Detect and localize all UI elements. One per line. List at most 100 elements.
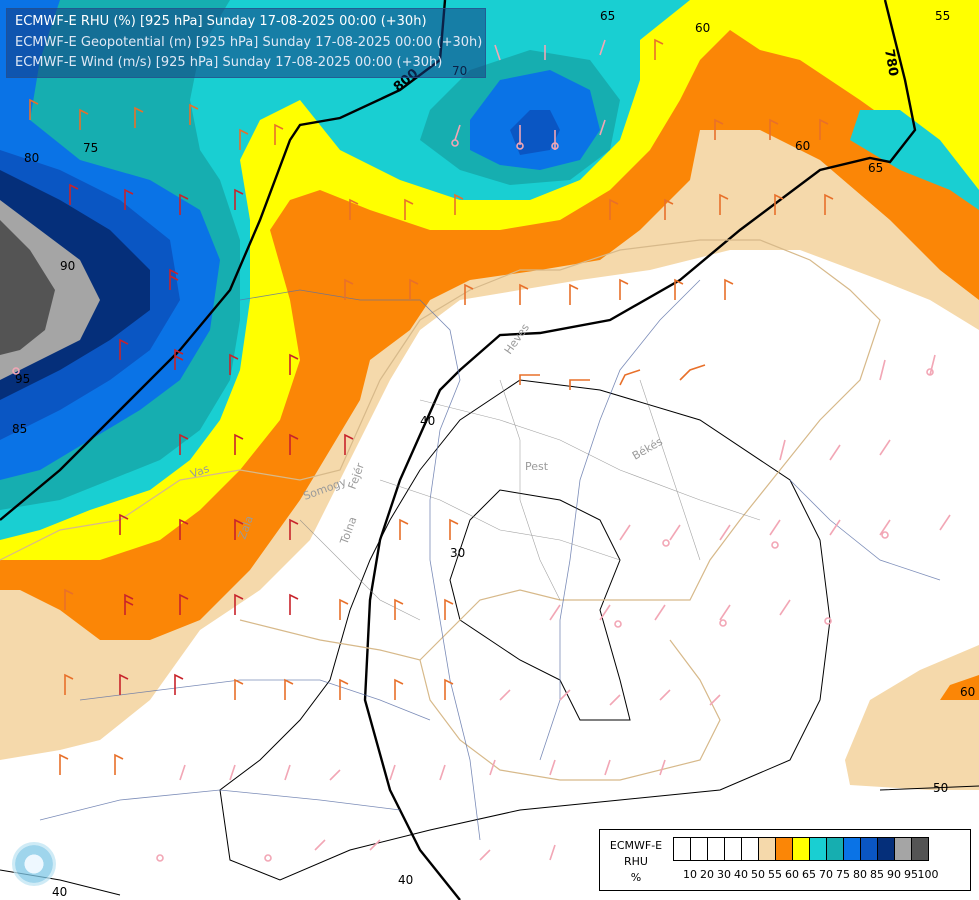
rhu-fill-layer	[0, 0, 979, 790]
wind-barb	[479, 849, 491, 861]
wind-barb	[234, 433, 244, 455]
wind-barb	[234, 678, 244, 700]
contour-label: 40	[420, 414, 435, 428]
rivers	[39, 279, 941, 841]
wind-barb	[69, 183, 79, 205]
legend-swatch	[912, 837, 929, 861]
calm-marker	[824, 617, 832, 625]
wind-barb	[189, 103, 199, 125]
legend-tick-label: 60	[785, 868, 799, 881]
contour-label: 80	[24, 151, 39, 165]
contour-label: 60	[795, 139, 810, 153]
wind-barb	[179, 593, 189, 615]
wind-barb	[549, 604, 561, 621]
calm-marker	[662, 539, 670, 547]
legend-tick-label: 55	[768, 868, 782, 881]
legend-tick-label: 65	[802, 868, 816, 881]
rhu-contour-40-a	[219, 379, 831, 881]
wind-barb	[679, 364, 706, 381]
wind-barb	[289, 518, 299, 540]
wind-barb	[64, 673, 74, 695]
wind-barb	[274, 123, 284, 145]
wind-barb	[124, 593, 134, 615]
legend-swatch	[844, 837, 861, 861]
rhu-contour-50	[879, 785, 979, 791]
river-east	[789, 479, 941, 581]
region-borders	[299, 379, 761, 621]
calm-marker	[614, 620, 622, 628]
wind-barb	[824, 193, 834, 215]
wind-barbs	[12, 38, 951, 862]
contour-label: 90	[60, 259, 75, 273]
legend-title: ECMWF-E RHU %	[604, 838, 668, 886]
wind-barb	[569, 379, 590, 390]
provider-logo-icon	[12, 842, 56, 886]
wind-barb	[819, 118, 829, 140]
wind-barb	[289, 353, 299, 375]
calm-marker	[12, 367, 20, 375]
region-label-heves: Heves	[502, 321, 532, 357]
wind-barb	[229, 764, 236, 781]
calm-marker	[156, 854, 164, 862]
wind-barb	[339, 678, 349, 700]
wind-barb	[654, 38, 664, 60]
wind-barb	[179, 518, 189, 540]
wind-barb-group-ne	[609, 38, 834, 220]
wind-barb	[179, 193, 189, 215]
legend-tick-label: 20	[700, 868, 714, 881]
legend-title-variable: RHU	[624, 855, 648, 868]
legend-swatch	[861, 837, 878, 861]
legend-swatch	[691, 837, 708, 861]
wind-barb	[549, 759, 556, 776]
wind-barb	[119, 338, 129, 360]
wind-barb	[394, 598, 404, 620]
legend-title-unit: %	[630, 871, 642, 884]
wind-barb	[779, 439, 786, 461]
wind-barb	[464, 283, 474, 305]
calm-marker	[516, 142, 524, 150]
wind-barb	[339, 598, 349, 620]
contour-label: 95	[15, 372, 30, 386]
color-legend: ECMWF-E RHU % 10 20 30 40 50 55 60 65 70 75 80 85 90…	[599, 829, 971, 891]
legend-tick-label: 70	[819, 868, 833, 881]
wind-barb	[404, 198, 414, 220]
wind-barb	[769, 118, 779, 140]
borders	[0, 239, 881, 781]
legend-tick-label: 90	[887, 868, 901, 881]
wind-barb	[369, 839, 381, 851]
geopotential-800	[0, 0, 447, 521]
wind-barb	[499, 689, 511, 701]
legend-swatch	[742, 837, 759, 861]
rhu-band-60-se	[940, 675, 979, 700]
contour-label: 50	[933, 781, 948, 795]
wind-barb	[669, 524, 681, 541]
wind-barb	[774, 193, 784, 215]
county-border-5	[299, 519, 421, 621]
wind-barb-group-light	[179, 39, 951, 861]
wind-barb	[489, 759, 496, 776]
rhu-band-55-se	[845, 645, 979, 790]
legend-title-model: ECMWF-E	[609, 839, 663, 852]
wind-barb	[599, 119, 606, 136]
wind-barb	[454, 124, 461, 141]
country-border-south	[419, 639, 721, 781]
wind-barb	[829, 519, 841, 536]
region-label-fejer: Fejér	[346, 461, 368, 491]
wind-barb	[829, 444, 841, 461]
wind-barb	[59, 753, 69, 775]
wind-barb	[344, 278, 354, 300]
title-rhu: ECMWF-E RHU (%) [925 hPa] Sunday 17-08-2…	[15, 14, 427, 29]
calm-markers	[12, 139, 934, 862]
legend-swatches	[673, 837, 929, 861]
legend-tick-label: 50	[751, 868, 765, 881]
wind-barb	[119, 673, 129, 695]
wind-barb	[179, 764, 186, 781]
title-geopotential: ECMWF-E Geopotential (m) [925 hPa] Sunda…	[15, 35, 483, 50]
geopotential-label-780: 780	[881, 48, 900, 77]
region-label-bekes: Békés	[630, 435, 665, 463]
wind-barb	[779, 599, 791, 616]
calm-marker	[551, 142, 559, 150]
legend-tick-label: 80	[853, 868, 867, 881]
wind-barb-group-w	[69, 183, 354, 695]
